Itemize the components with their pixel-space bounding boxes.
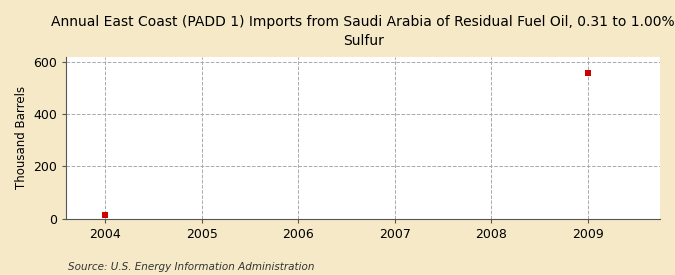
Text: Source: U.S. Energy Information Administration: Source: U.S. Energy Information Administ… bbox=[68, 262, 314, 272]
Y-axis label: Thousand Barrels: Thousand Barrels bbox=[15, 86, 28, 189]
Title: Annual East Coast (PADD 1) Imports from Saudi Arabia of Residual Fuel Oil, 0.31 : Annual East Coast (PADD 1) Imports from … bbox=[51, 15, 675, 48]
